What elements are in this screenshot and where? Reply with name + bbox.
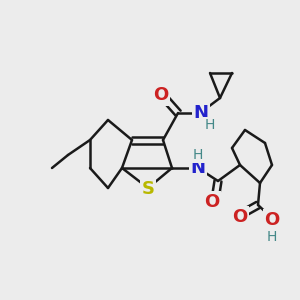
- Text: S: S: [142, 180, 154, 198]
- Text: O: O: [153, 86, 169, 104]
- Text: O: O: [264, 211, 280, 229]
- Text: O: O: [204, 193, 220, 211]
- Text: N: N: [194, 104, 208, 122]
- Text: H: H: [267, 230, 277, 244]
- Text: O: O: [232, 208, 247, 226]
- Text: N: N: [190, 159, 206, 177]
- Text: H: H: [193, 148, 203, 162]
- Text: H: H: [205, 118, 215, 132]
